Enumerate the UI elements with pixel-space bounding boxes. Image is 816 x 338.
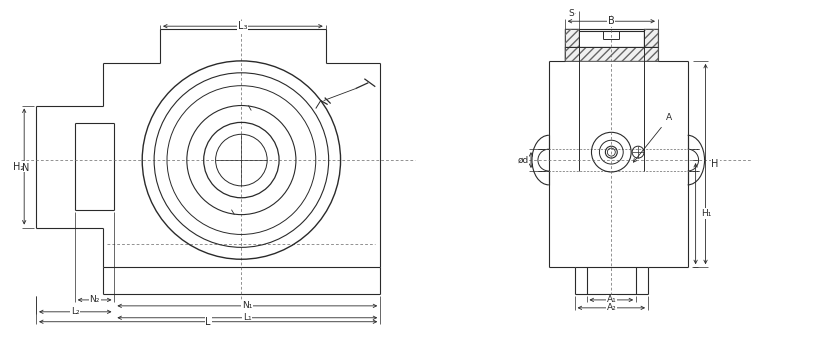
Text: ød: ød bbox=[517, 155, 529, 165]
Text: H: H bbox=[712, 159, 719, 169]
Text: S: S bbox=[569, 9, 574, 18]
Text: L₂: L₂ bbox=[71, 307, 80, 316]
Text: H₁: H₁ bbox=[702, 209, 712, 218]
Text: N: N bbox=[23, 163, 30, 173]
Text: A: A bbox=[633, 114, 672, 162]
Text: N₂: N₂ bbox=[90, 295, 100, 305]
Bar bbox=[565, 47, 658, 61]
Bar bbox=[644, 29, 658, 61]
Text: B: B bbox=[608, 16, 614, 26]
Bar bbox=[565, 29, 579, 61]
Text: H₂: H₂ bbox=[12, 162, 24, 171]
Bar bbox=[565, 47, 658, 61]
Bar bbox=[565, 29, 579, 61]
Text: L: L bbox=[206, 317, 211, 327]
Text: A₁: A₁ bbox=[606, 295, 616, 305]
Text: L₁: L₁ bbox=[243, 313, 251, 322]
Text: L₃: L₃ bbox=[238, 21, 247, 31]
Text: A₂: A₂ bbox=[606, 303, 616, 312]
Bar bbox=[644, 29, 658, 61]
Text: N₁: N₁ bbox=[242, 301, 252, 310]
